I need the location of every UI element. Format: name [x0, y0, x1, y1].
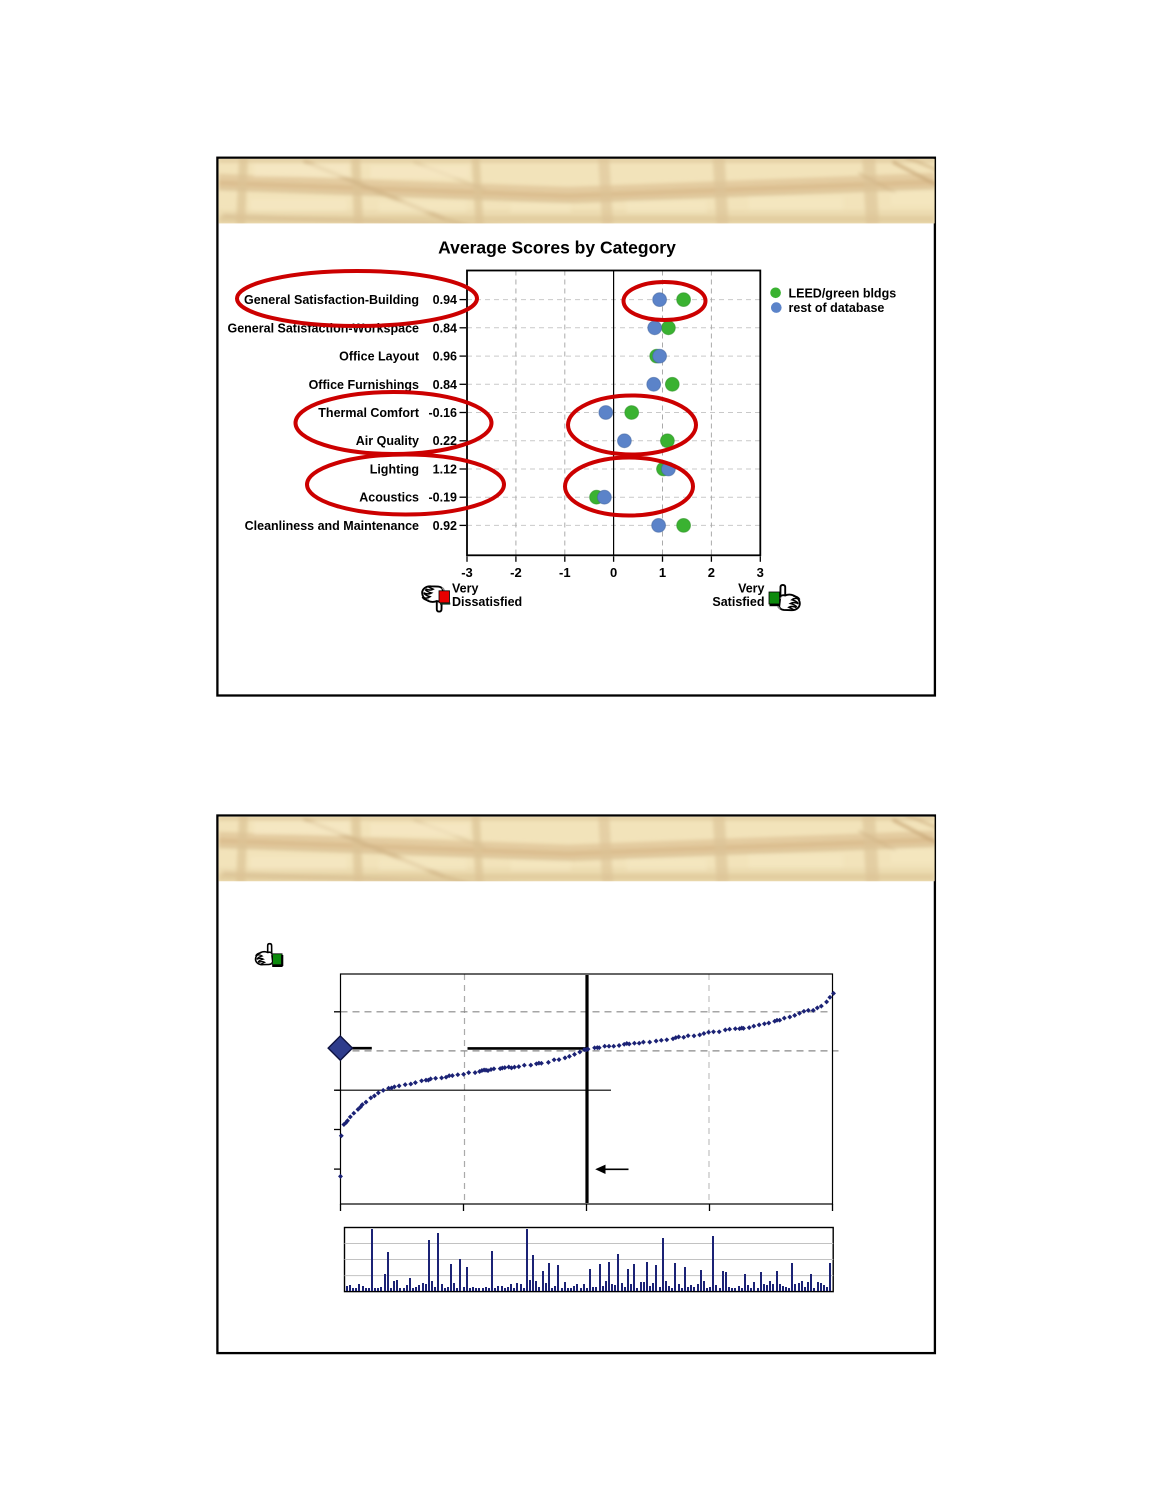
svg-text:Very: Very: [738, 582, 764, 596]
svg-text:Average Scores by Category: Average Scores by Category: [438, 238, 676, 258]
svg-text:Office Furnishings: Office Furnishings: [309, 378, 419, 392]
svg-text:Lighting: Lighting: [370, 463, 419, 477]
svg-text:rest of database: rest of database: [789, 301, 885, 315]
svg-text:-1: -1: [559, 565, 571, 580]
svg-text:Very: Very: [452, 582, 478, 596]
svg-text:-2: -2: [510, 565, 522, 580]
svg-text:Dissatisfied: Dissatisfied: [452, 595, 522, 609]
svg-text:1: 1: [659, 565, 666, 580]
svg-text:-0.19: -0.19: [429, 491, 458, 505]
svg-text:0: 0: [610, 565, 617, 580]
svg-text:Air Quality: Air Quality: [356, 434, 419, 448]
svg-text:General Satisfaction-Building: General Satisfaction-Building: [244, 293, 419, 307]
svg-text:-3: -3: [461, 565, 473, 580]
svg-text:-0.16: -0.16: [429, 406, 458, 420]
svg-text:0.22: 0.22: [433, 434, 457, 448]
svg-text:0.94: 0.94: [433, 293, 457, 307]
svg-text:LEED/green bldgs: LEED/green bldgs: [789, 286, 897, 300]
svg-text:0.84: 0.84: [433, 378, 457, 392]
svg-text:Office Layout: Office Layout: [339, 350, 420, 364]
svg-text:2: 2: [708, 565, 715, 580]
svg-text:0.84: 0.84: [433, 321, 457, 335]
svg-text:0.96: 0.96: [433, 350, 457, 364]
svg-text:0.92: 0.92: [433, 519, 457, 533]
svg-text:Satisfied: Satisfied: [712, 595, 764, 609]
svg-text:Cleanliness and Maintenance: Cleanliness and Maintenance: [245, 519, 419, 533]
svg-text:Acoustics: Acoustics: [359, 491, 419, 505]
svg-text:Thermal Comfort: Thermal Comfort: [318, 406, 420, 420]
svg-text:3: 3: [757, 565, 764, 580]
svg-text:1.12: 1.12: [433, 463, 457, 477]
